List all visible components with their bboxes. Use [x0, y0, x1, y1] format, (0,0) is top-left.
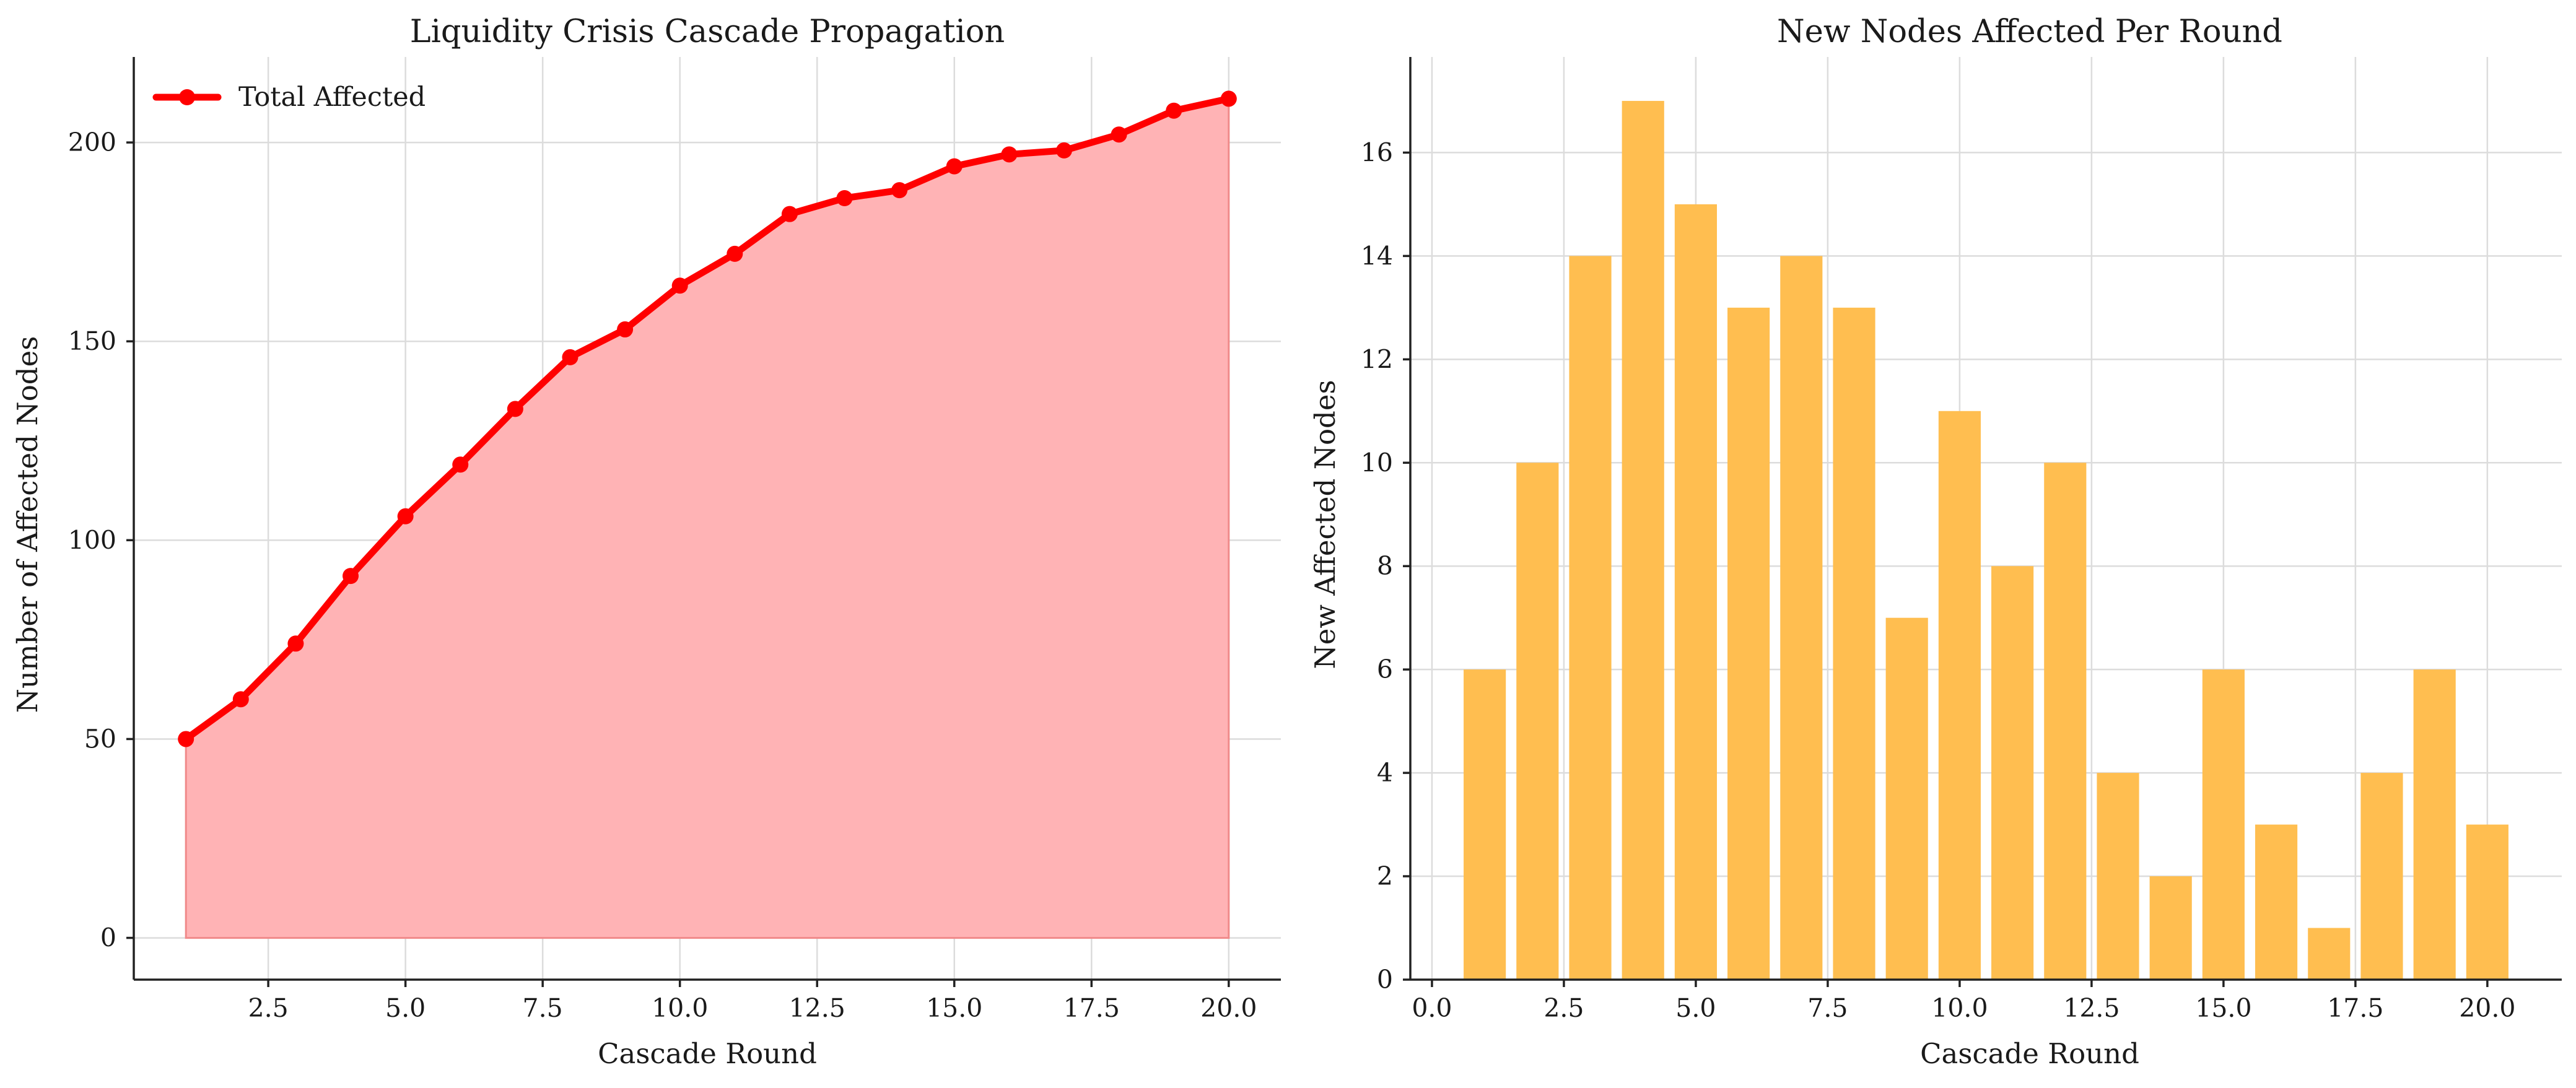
left-y-tick-label: 100 — [68, 525, 116, 555]
left-x-tick-label: 2.5 — [248, 993, 288, 1023]
new-nodes-bar — [1569, 256, 1612, 980]
total-affected-point — [1001, 146, 1018, 163]
right-y-tick-label: 8 — [1377, 551, 1393, 581]
right-x-tick-label: 20.0 — [2459, 993, 2515, 1023]
total-affected-point — [452, 456, 469, 473]
left-x-tick-label: 12.5 — [789, 993, 845, 1023]
total-affected-point — [1166, 102, 1182, 119]
new-nodes-bar — [2202, 669, 2245, 980]
right-y-axis-label: New Affected Nodes — [1309, 380, 1342, 669]
total-affected-point — [562, 349, 579, 365]
right-y-tick-label: 14 — [1361, 241, 1393, 271]
total-affected-point — [1220, 90, 1237, 107]
new-nodes-bar — [1938, 411, 1981, 980]
right-x-tick-label: 15.0 — [2195, 993, 2251, 1023]
new-nodes-bar — [1464, 669, 1506, 980]
total-affected-point — [397, 508, 414, 524]
new-nodes-bar — [1780, 256, 1823, 980]
right-x-tick-label: 2.5 — [1543, 993, 1584, 1023]
right-y-tick-label: 6 — [1377, 655, 1393, 684]
left-chart-title: Liquidity Crisis Cascade Propagation — [410, 14, 1005, 50]
cumulative-area-chart: 2.5 5.0 7.5 10.0 12.5 15.0 17.5 20.0 0 50 100 150 20… — [11, 14, 1281, 1070]
left-y-axis-label: Number of Affected Nodes — [11, 336, 44, 713]
right-x-tick-label: 7.5 — [1807, 993, 1848, 1023]
right-x-tick-label: 0.0 — [1412, 993, 1452, 1023]
total-affected-point — [671, 277, 688, 294]
left-x-tick-label: 10.0 — [652, 993, 708, 1023]
new-nodes-bar — [1833, 307, 1875, 980]
total-affected-point — [617, 321, 634, 337]
legend-marker-swatch — [179, 89, 195, 105]
new-nodes-bar — [1885, 617, 1928, 980]
left-x-axis-label: Cascade Round — [598, 1037, 817, 1070]
left-y-tick-label: 0 — [100, 923, 116, 953]
new-nodes-bar-chart: 0.0 2.5 5.0 7.5 10.0 12.5 15.0 17.5 20.0 0 2 4 6 8 10 1… — [1309, 14, 2562, 1070]
right-x-tick-label: 12.5 — [2063, 993, 2120, 1023]
new-nodes-bar — [2044, 463, 2087, 980]
left-x-tick-label: 20.0 — [1200, 993, 1257, 1023]
left-x-tick-label: 15.0 — [926, 993, 982, 1023]
right-y-tick-label: 12 — [1361, 344, 1393, 374]
right-y-tick-label: 2 — [1377, 861, 1393, 891]
total-affected-point — [232, 691, 249, 708]
total-affected-point — [891, 182, 908, 199]
right-x-axis-label: Cascade Round — [1920, 1037, 2139, 1070]
left-y-tick-label: 50 — [84, 724, 116, 754]
total-affected-point — [946, 158, 963, 175]
left-x-tick-label: 17.5 — [1063, 993, 1120, 1023]
right-y-tick-label: 4 — [1377, 758, 1393, 788]
new-nodes-bar — [2149, 876, 2192, 980]
left-x-tick-label: 5.0 — [385, 993, 426, 1023]
total-affected-point — [507, 401, 523, 417]
right-x-tick-label: 17.5 — [2327, 993, 2383, 1023]
right-y-tick-label: 10 — [1361, 448, 1393, 477]
new-nodes-bar — [1622, 100, 1664, 980]
right-x-tick-label: 5.0 — [1675, 993, 1716, 1023]
right-y-tick-label: 16 — [1361, 137, 1393, 167]
right-chart-title: New Nodes Affected Per Round — [1777, 14, 2282, 50]
total-affected-point — [836, 189, 853, 206]
total-affected-point — [343, 568, 359, 585]
total-affected-point — [1111, 126, 1127, 143]
total-affected-point — [287, 635, 304, 652]
left-x-tick-label: 7.5 — [523, 993, 563, 1023]
new-nodes-bar — [2466, 824, 2508, 980]
new-nodes-bar — [2413, 669, 2456, 980]
new-nodes-bar — [2360, 773, 2403, 980]
left-y-tick-label: 200 — [68, 128, 116, 157]
new-nodes-bar — [1516, 463, 1559, 980]
total-affected-point — [727, 245, 743, 262]
total-affected-point — [178, 731, 194, 747]
new-nodes-bar — [2097, 773, 2139, 980]
new-nodes-bar — [2255, 824, 2298, 980]
total-affected-line — [182, 95, 1233, 742]
total-affected-point — [781, 206, 798, 222]
total-affected-point — [1055, 142, 1072, 159]
new-nodes-bar — [1991, 566, 2034, 980]
right-x-tick-label: 10.0 — [1931, 993, 1988, 1023]
new-nodes-bar — [1674, 204, 1717, 980]
new-nodes-bar — [2308, 928, 2351, 980]
left-y-tick-label: 150 — [68, 326, 116, 356]
new-nodes-bar — [1727, 307, 1770, 980]
legend-label-total-affected: Total Affected — [238, 82, 426, 113]
right-y-tick-label: 0 — [1377, 965, 1393, 994]
